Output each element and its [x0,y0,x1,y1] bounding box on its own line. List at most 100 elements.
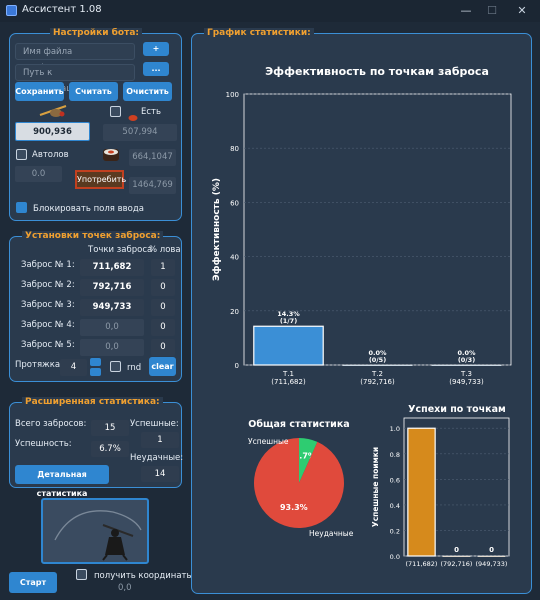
success-bar-data-label: 0 [454,546,459,554]
app-icon [6,5,17,16]
clear-points-button[interactable]: clear [149,357,176,376]
close-button[interactable]: ✕ [517,4,527,17]
start-button[interactable]: Старт [9,572,57,593]
cast-row-5-label: Заброс № 5: [21,340,75,350]
success-bar [477,555,506,557]
cast-row-1-point[interactable]: 711,682 [80,259,144,276]
pull-label: Протяжка: [15,360,63,370]
successful-label: Успешные: [130,419,179,429]
config-name-input[interactable]: Имя файла конфигурации [15,43,135,73]
bar-data-label: 0.0% (0/3) [457,349,476,364]
minimize-button[interactable]: — [460,4,472,17]
block-inputs-checkbox[interactable] [16,202,27,213]
success-y-tick-label: 0.4 [390,502,400,510]
success-chart-title: Успехи по точкам [408,404,506,415]
cast-row-2-point[interactable]: 792,716 [80,279,144,296]
cast-row-2-label: Заброс № 2: [21,280,75,290]
food-icon [101,146,121,164]
window-title: Ассистент 1.08 [22,4,102,15]
success-bar-data-label: 0 [489,546,494,554]
get-coords-checkbox[interactable] [76,569,87,580]
bar [431,364,502,366]
success-y-tick-label: 0.8 [390,451,400,459]
chart-area: Эффективность по точкам заброса 0 20 40 60 80… [197,42,527,590]
autolov-checkbox[interactable] [16,149,27,160]
col-points-header: Точки заброса [88,245,153,255]
success-bar [407,427,436,557]
pull-up-button[interactable] [90,358,101,366]
success-rate-value: 6.7% [91,441,129,457]
efficiency-chart: Эффективность по точкам заброса 0 20 40 60 80… [212,65,512,568]
success-x-tick-label: (949,733) [476,560,508,568]
config-path-input[interactable]: Путь к кофигурационном... [15,64,135,94]
save-button[interactable]: Сохранить [15,82,64,101]
rnd-checkbox[interactable] [110,361,121,372]
y-axis-label: Эффективность (%) [212,178,222,281]
cast-row-1-label: Заброс № 1: [21,260,75,270]
success-bar [442,555,471,557]
bar [342,364,413,366]
cast-row-4-pct[interactable]: 0 [151,319,175,336]
success-rate-label: Успешность: [15,439,72,449]
cast-row-2-pct[interactable]: 0 [151,279,175,296]
x-tick-label: Т.3 (949,733) [449,370,484,386]
y-tick-label: 40 [230,254,239,262]
block-inputs-label: Блокировать поля ввода [33,204,144,214]
success-x-tick-label: (792,716) [441,560,473,568]
pie-label-success: Успешные [248,437,289,446]
detailed-stats-button[interactable]: Детальная статистика [15,465,109,498]
success-y-tick-label: 0.6 [390,476,400,484]
failed-value: 14 [141,466,179,482]
x-tick-label: Т.1 (711,682) [271,370,306,386]
pie-pct-label: 6.7% [294,452,316,461]
bar [253,325,324,366]
get-coords-label: получить координаты [94,571,194,581]
cast-row-5-pct[interactable]: 0 [151,339,175,356]
exists-checkbox[interactable] [110,106,121,117]
value-readout-3: 664,1047 [129,149,176,166]
autolov-label: Автолов [32,150,69,160]
pull-value[interactable]: 4 [60,359,87,376]
total-casts-label: Всего забросов: [15,419,87,429]
bar-data-label: 0.0% (0/5) [368,349,387,364]
cast-row-5-point[interactable]: 0,0 [80,339,144,356]
pull-down-button[interactable] [90,368,101,376]
success-y-tick-label: 1.0 [390,425,400,433]
ext-stats-title: Расширенная статистика: [22,397,163,407]
coord-input[interactable]: 900,936 [15,122,90,141]
clear-config-button[interactable]: Очистить [123,82,172,101]
failed-label: Неудачные: [130,453,184,463]
read-button[interactable]: Считать [69,82,118,101]
add-config-button[interactable]: + [143,42,169,56]
use-button[interactable]: Употребить [75,170,126,189]
success-y-tick-label: 0.2 [390,527,400,535]
successful-value: 1 [141,432,179,448]
bar-data-label: 14.3% (1/7) [277,310,300,325]
y-tick-label: 80 [230,145,239,153]
y-tick-label: 0 [235,362,239,370]
bait-icon [128,107,138,121]
browse-button[interactable]: ... [143,62,169,76]
pie-title: Общая статистика [248,419,349,430]
coord-readout-2: 507,994 [103,124,177,141]
maximize-button[interactable]: ☐ [487,4,497,17]
y-tick-label: 60 [230,199,239,207]
success-y-axis-label: Успешные поимки [371,447,380,527]
cast-row-3-pct[interactable]: 0 [151,299,175,316]
pie-label-fail: Неудачные [309,529,354,538]
title-bar: Ассистент 1.08 — ☐ ✕ [0,0,540,22]
pie-slice [254,438,345,529]
pie-pct-label: 93.3% [280,503,308,512]
cast-row-3-point[interactable]: 949,733 [80,299,144,316]
cast-row-3-label: Заброс № 3: [21,300,75,310]
success-x-tick-label: (711,682) [406,560,438,568]
cast-points-title: Установки точек заброса: [22,231,164,241]
cast-row-4-point[interactable]: 0,0 [80,319,144,336]
autolov-value: 0.0 [15,166,62,182]
value-readout-4: 1464,769 [129,177,176,194]
coords-value: 0,0 [118,583,132,593]
bot-settings-title: Настройки бота: [50,28,142,38]
exists-label: Есть [141,107,162,117]
col-pct-header: % лова [149,245,181,255]
cast-row-1-pct[interactable]: 1 [151,259,175,276]
